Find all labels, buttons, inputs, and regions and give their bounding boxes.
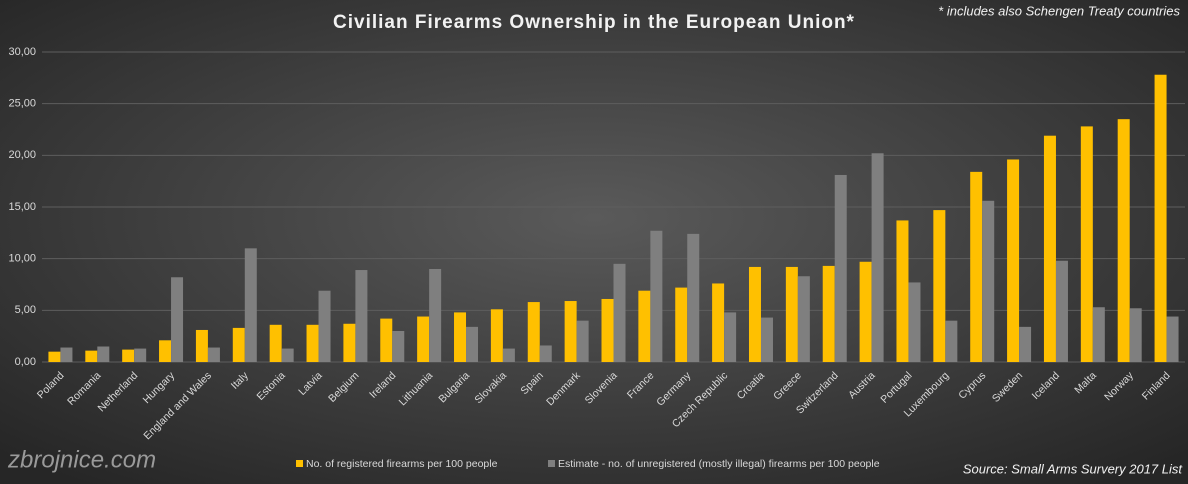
bar: [281, 348, 294, 362]
legend-label: No. of registered firearms per 100 peopl…: [306, 458, 498, 470]
bar: [871, 153, 884, 362]
bar: [60, 347, 73, 362]
bar: [822, 265, 835, 362]
bar: [539, 345, 552, 362]
bar: [1154, 74, 1167, 362]
y-tick-label: 5,00: [15, 304, 36, 316]
bar: [122, 349, 135, 362]
bar: [834, 174, 847, 362]
bar: [490, 309, 503, 362]
bar: [306, 324, 319, 362]
bar: [1007, 159, 1020, 362]
bar: [1166, 316, 1179, 362]
bar: [797, 276, 810, 362]
bar: [343, 323, 356, 362]
bar: [687, 233, 700, 362]
bar: [171, 277, 184, 362]
bar: [159, 340, 172, 362]
bar: [859, 261, 872, 362]
bar: [785, 266, 798, 362]
bar: [355, 270, 368, 362]
bar: [1055, 260, 1068, 362]
legend-label: Estimate - no. of unregistered (mostly i…: [558, 458, 880, 470]
bar: [392, 331, 405, 362]
bar: [48, 351, 61, 362]
bar: [380, 318, 393, 362]
bar: [933, 210, 946, 362]
bar: [195, 329, 208, 362]
bar: [527, 302, 540, 362]
bar: [748, 266, 761, 362]
y-tick-label: 20,00: [8, 149, 36, 161]
bar: [613, 263, 626, 362]
bar: [724, 312, 737, 362]
bar: [1092, 307, 1105, 362]
source: Source: Small Arms Survery 2017 List: [963, 461, 1184, 476]
y-tick-label: 25,00: [8, 98, 36, 110]
bar: [207, 347, 220, 362]
bar: [1019, 326, 1032, 362]
bar: [85, 350, 98, 362]
bar: [429, 269, 442, 362]
bar: [896, 220, 909, 362]
y-tick-label: 10,00: [8, 253, 36, 265]
bar: [466, 326, 479, 362]
bar: [945, 320, 958, 362]
bar: [650, 230, 663, 362]
bar: [454, 312, 467, 362]
chart-title: Civilian Firearms Ownership in the Europ…: [333, 12, 855, 33]
watermark: zbrojnice.com: [7, 446, 156, 473]
bar: [970, 171, 983, 362]
bar: [134, 348, 147, 362]
bar: [982, 200, 995, 362]
bar: [564, 301, 577, 362]
legend-swatch: [296, 460, 303, 467]
y-tick-label: 30,00: [8, 46, 36, 58]
bar: [244, 248, 257, 362]
bar: [908, 282, 921, 362]
bar: [318, 290, 331, 362]
bar: [712, 283, 725, 362]
bar: [1129, 308, 1142, 362]
bar: [1080, 126, 1093, 363]
bar: [269, 324, 282, 362]
y-tick-label: 15,00: [8, 201, 36, 213]
bar: [97, 346, 110, 362]
bar: [417, 316, 430, 362]
bar: [675, 287, 688, 362]
y-tick-label: 0,00: [15, 356, 36, 368]
bar: [601, 298, 614, 362]
bar: [576, 320, 589, 362]
bar: [1043, 135, 1056, 362]
legend-swatch: [548, 460, 555, 467]
bar: [760, 317, 773, 362]
bar: [638, 290, 651, 362]
note: * includes also Schengen Treaty countrie…: [938, 3, 1180, 18]
bar: [1117, 119, 1130, 363]
bar: [502, 348, 515, 362]
bar: [232, 327, 245, 362]
